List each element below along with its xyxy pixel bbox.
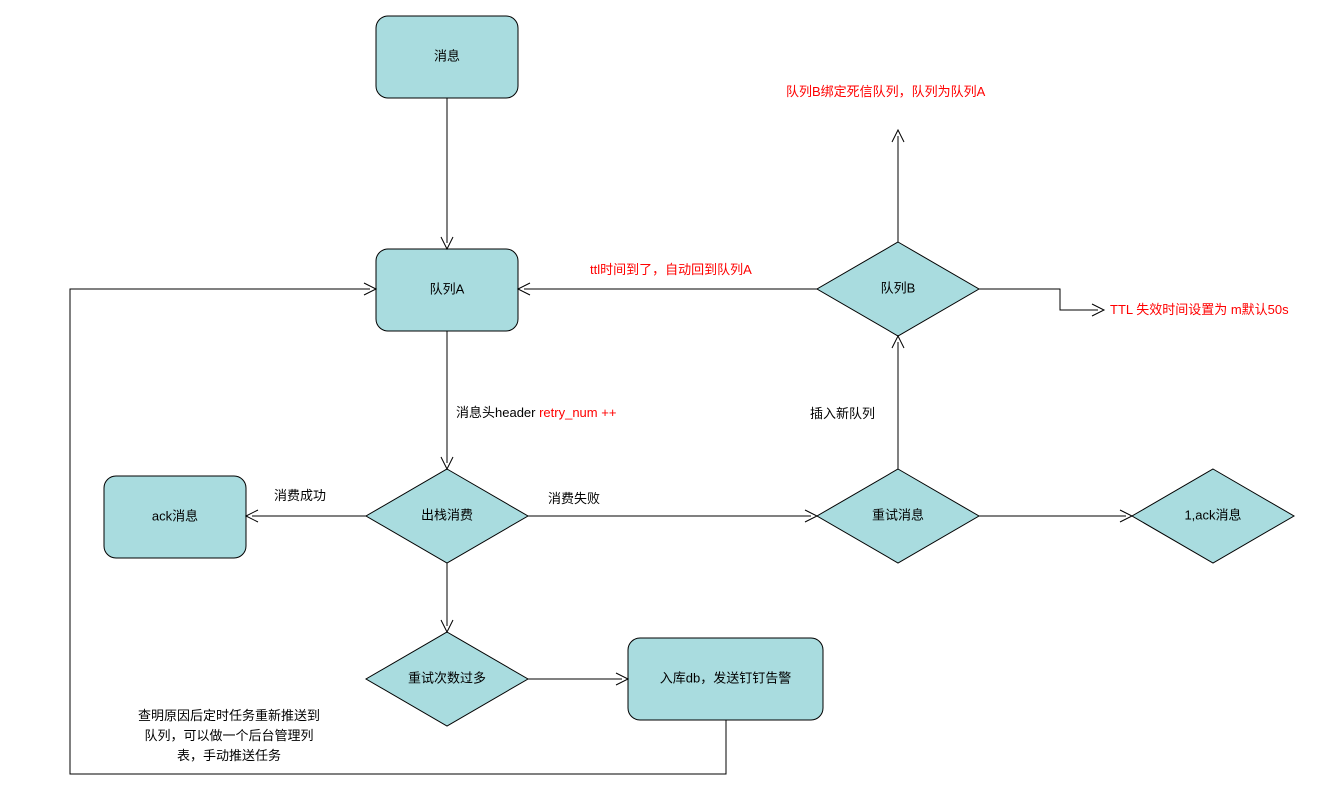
node-retry-msg-label: 重试消息 [872, 507, 924, 522]
node-consume: 出栈消费 [366, 469, 528, 563]
edge-queue-b-to-queue-a [518, 283, 817, 295]
node-consume-label: 出栈消费 [421, 507, 473, 522]
label-header-black: 消息头header [456, 405, 539, 420]
edge-too-many-to-db [528, 673, 628, 685]
edge-queue-b-up [892, 130, 904, 242]
label-insert: 插入新队列 [810, 406, 875, 421]
node-msg: 消息 [376, 16, 518, 98]
node-too-many: 重试次数过多 [366, 632, 528, 726]
node-ack1-label: 1,ack消息 [1184, 507, 1241, 522]
label-bind: 队列B绑定死信队列，队列为队列A [786, 84, 986, 99]
label-ttl: ttl时间到了，自动回到队列A [590, 262, 752, 277]
edge-retry-to-ack1 [979, 510, 1132, 522]
label-note-1: 查明原因后定时任务重新推送到 [138, 708, 320, 723]
node-ack-label: ack消息 [152, 508, 198, 523]
node-ack1: 1,ack消息 [1132, 469, 1294, 563]
edge-msg-to-queue-a [441, 98, 453, 249]
label-header-red: retry_num ++ [539, 405, 616, 420]
label-fail: 消费失败 [548, 491, 600, 506]
node-msg-label: 消息 [434, 48, 460, 63]
flowchart-canvas: 消息 队列A ack消息 入库db，发送钉钉告警 出栈消费 重试消息 1,ack… [0, 0, 1341, 790]
node-queue-a-label: 队列A [430, 281, 465, 296]
node-queue-a: 队列A [376, 249, 518, 331]
node-db-label: 入库db，发送钉钉告警 [660, 670, 791, 685]
node-queue-b: 队列B [817, 242, 979, 336]
node-retry-msg: 重试消息 [817, 469, 979, 563]
node-ack: ack消息 [104, 476, 246, 558]
edge-queue-a-to-consume [441, 331, 453, 469]
label-header: 消息头header retry_num ++ [456, 405, 616, 420]
node-db: 入库db，发送钉钉告警 [628, 638, 823, 720]
label-ttl-set: TTL 失效时间设置为 m默认50s [1110, 302, 1289, 317]
edge-consume-to-retry [528, 510, 817, 522]
edge-consume-to-too-many [441, 563, 453, 632]
node-too-many-label: 重试次数过多 [408, 670, 486, 685]
node-queue-b-label: 队列B [881, 280, 916, 295]
edge-queue-b-right [979, 289, 1104, 316]
label-note-2: 队列，可以做一个后台管理列 [144, 728, 313, 743]
edge-retry-to-queue-b [892, 336, 904, 469]
label-note-3: 表，手动推送任务 [177, 748, 281, 763]
edge-consume-to-ack [246, 510, 366, 522]
label-success: 消费成功 [274, 488, 326, 503]
